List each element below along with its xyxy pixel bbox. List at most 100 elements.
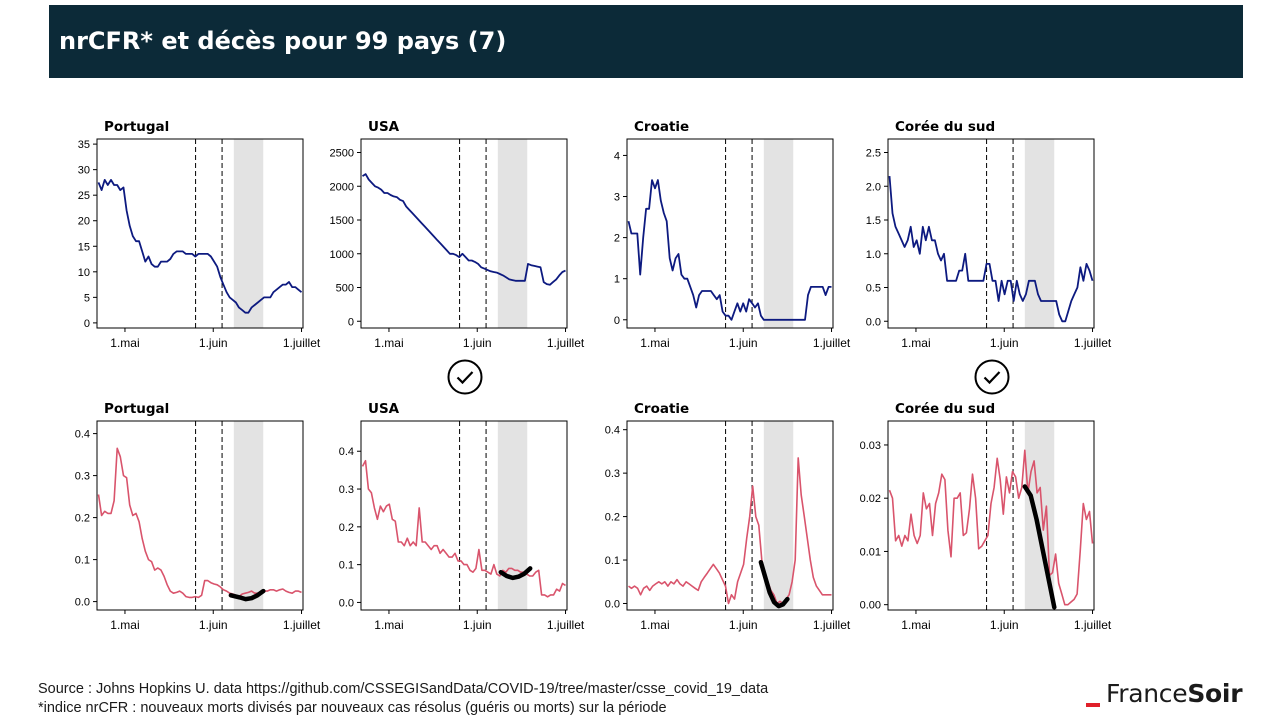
logo-part-2: Soir xyxy=(1187,679,1243,708)
y-tick-label: 0.03 xyxy=(860,440,881,452)
x-tick-label: 1.mai xyxy=(374,336,403,350)
y-tick-label: 2.0 xyxy=(866,181,881,193)
y-tick-label: 30 xyxy=(78,165,90,177)
y-tick-label: 10 xyxy=(78,267,90,279)
francesoir-logo: FranceSoir xyxy=(1086,676,1276,716)
x-tick-label: 1.juillet xyxy=(1074,618,1112,632)
y-tick-label: 0.02 xyxy=(860,493,881,505)
y-tick-label: 0 xyxy=(614,315,620,327)
y-tick-label: 2000 xyxy=(330,181,354,193)
nrcfr-series-line xyxy=(628,457,832,605)
y-tick-label: 0.3 xyxy=(339,484,354,496)
nrcfr-series-line xyxy=(888,449,1094,606)
y-tick-label: 2 xyxy=(614,233,620,245)
deaths-series-line xyxy=(888,176,1094,323)
x-tick-label: 1.mai xyxy=(901,618,930,632)
x-tick-label: 1.juin xyxy=(199,336,228,350)
y-tick-label: 0.5 xyxy=(866,283,881,295)
chart-title: Croatie xyxy=(634,401,689,417)
y-tick-label: 20 xyxy=(78,216,90,228)
x-tick-label: 1.mai xyxy=(640,618,669,632)
chart-title: Corée du sud xyxy=(895,401,995,417)
x-tick-label: 1.juillet xyxy=(1074,336,1112,350)
check-circle-icon xyxy=(974,359,1010,395)
x-tick-label: 1.juin xyxy=(990,618,1019,632)
x-tick-label: 1.juin xyxy=(729,618,758,632)
plot-frame xyxy=(887,138,1095,329)
y-tick-label: 1.0 xyxy=(866,249,881,261)
x-tick-label: 1.mai xyxy=(110,336,139,350)
nrcfr-series-line xyxy=(97,447,302,599)
nrcfr-definition-note: *indice nrCFR : nouveaux morts divisés p… xyxy=(38,700,667,716)
y-tick-label: 35 xyxy=(78,139,90,151)
trend-fit-curve xyxy=(228,588,266,602)
y-tick-label: 0 xyxy=(348,316,354,328)
trend-fit-curve xyxy=(758,559,790,609)
y-tick-label: 0.0 xyxy=(75,597,90,609)
y-tick-label: 1500 xyxy=(330,215,354,227)
y-tick-label: 0.3 xyxy=(605,468,620,480)
y-tick-label: 5 xyxy=(84,292,90,304)
y-tick-label: 4 xyxy=(614,150,620,162)
y-tick-label: 0.3 xyxy=(75,471,90,483)
y-tick-label: 0.2 xyxy=(75,513,90,525)
y-tick-label: 2.5 xyxy=(866,148,881,160)
trend-fit-curve xyxy=(1022,484,1057,610)
shaded-period xyxy=(497,421,528,610)
check-circle-icon xyxy=(447,359,483,395)
y-tick-label: 0 xyxy=(84,318,90,330)
y-tick-label: 500 xyxy=(336,283,354,295)
y-tick-label: 0.1 xyxy=(339,560,354,572)
y-tick-label: 0.4 xyxy=(75,429,90,441)
plot-frame xyxy=(360,138,568,329)
x-tick-label: 1.juillet xyxy=(813,618,851,632)
x-tick-label: 1.juin xyxy=(463,336,492,350)
shaded-period xyxy=(233,139,264,328)
chart-title: USA xyxy=(368,401,400,417)
y-tick-label: 0.2 xyxy=(339,522,354,534)
x-tick-label: 1.mai xyxy=(901,336,930,350)
y-tick-label: 1000 xyxy=(330,249,354,261)
x-tick-label: 1.juin xyxy=(463,618,492,632)
shaded-period xyxy=(497,139,528,328)
y-tick-label: 0.1 xyxy=(75,555,90,567)
shaded-period xyxy=(763,139,794,328)
x-tick-label: 1.juillet xyxy=(283,618,321,632)
plot-frame xyxy=(360,420,568,611)
y-tick-label: 0.01 xyxy=(860,546,881,558)
y-tick-label: 15 xyxy=(78,241,90,253)
page-title: nrCFR* et décès pour 99 pays (7) xyxy=(59,27,507,55)
deaths-series-line xyxy=(627,179,832,321)
y-tick-label: 2500 xyxy=(330,148,354,160)
chart-title: USA xyxy=(368,119,400,135)
logo-text: FranceSoir xyxy=(1106,679,1243,708)
x-tick-label: 1.juillet xyxy=(547,618,585,632)
deaths-series-line xyxy=(97,178,303,314)
chart-title: Croatie xyxy=(634,119,689,135)
y-tick-label: 25 xyxy=(78,190,90,202)
plot-frame xyxy=(96,138,304,329)
shaded-period xyxy=(233,421,264,610)
y-tick-label: 0.0 xyxy=(605,598,620,610)
y-tick-label: 0.2 xyxy=(605,512,620,524)
y-tick-label: 1.5 xyxy=(866,215,881,227)
x-tick-label: 1.juin xyxy=(199,618,228,632)
title-bar: nrCFR* et décès pour 99 pays (7) xyxy=(49,5,1243,78)
trend-fit-curve xyxy=(498,566,533,581)
chart-title: Portugal xyxy=(104,119,169,135)
x-tick-label: 1.mai xyxy=(374,618,403,632)
y-tick-label: 0.1 xyxy=(605,555,620,567)
logo-dash xyxy=(1086,703,1100,707)
shaded-period xyxy=(763,421,794,610)
plot-frame xyxy=(96,420,304,611)
x-tick-label: 1.mai xyxy=(110,618,139,632)
y-tick-label: 1 xyxy=(614,274,620,286)
x-tick-label: 1.juillet xyxy=(283,336,321,350)
y-tick-label: 3 xyxy=(614,192,620,204)
y-tick-label: 0.0 xyxy=(866,316,881,328)
y-tick-label: 0.4 xyxy=(605,425,620,437)
logo-part-1: France xyxy=(1106,679,1188,708)
deaths-series-line xyxy=(362,173,566,286)
plot-frame xyxy=(626,420,834,611)
